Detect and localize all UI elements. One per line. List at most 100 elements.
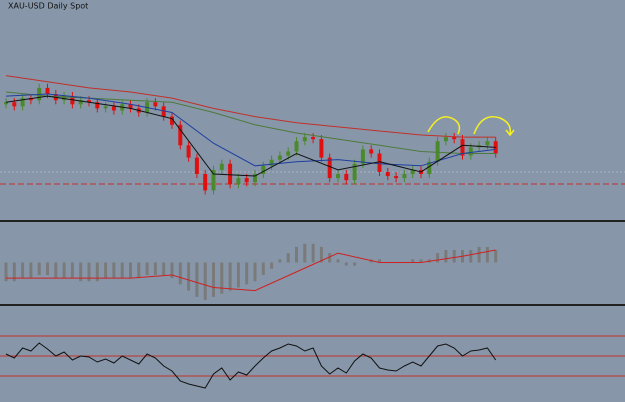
macd-bar <box>303 243 307 263</box>
macd-bar <box>12 262 16 282</box>
macd-bar <box>444 250 448 263</box>
candle-body <box>153 102 158 107</box>
macd-bar <box>228 262 232 291</box>
macd-bar <box>411 259 415 263</box>
macd-bar <box>129 262 132 279</box>
macd-bar <box>336 259 340 263</box>
candle-body <box>45 87 50 95</box>
macd-bar <box>286 253 290 263</box>
macd-bar <box>137 262 141 279</box>
moving-average <box>5 75 496 138</box>
chart-title: XAU-USD Daily Spot <box>8 2 88 11</box>
macd-bar <box>436 253 440 263</box>
candle-body <box>228 163 233 185</box>
macd-bar <box>311 243 315 263</box>
candle-body <box>253 174 257 183</box>
macd-bar <box>62 262 66 279</box>
macd-bar <box>37 262 41 275</box>
macd-bar <box>21 262 25 279</box>
macd-bar <box>469 250 473 263</box>
annotation-arc <box>427 116 461 135</box>
macd-bar <box>54 262 58 279</box>
macd-bar <box>104 262 108 279</box>
moving-average <box>5 95 496 177</box>
candle-body <box>336 174 340 179</box>
candle-body <box>277 155 282 160</box>
macd-bar <box>162 262 166 275</box>
macd-bar <box>145 262 149 275</box>
candle-body <box>111 106 116 111</box>
candle-body <box>352 163 357 181</box>
macd-bar <box>419 259 423 263</box>
macd-bar <box>46 262 49 275</box>
macd-bar <box>29 262 33 279</box>
candle-body <box>344 174 349 181</box>
macd-bar <box>87 262 91 282</box>
candle-body <box>427 161 432 174</box>
candle-body <box>128 104 133 109</box>
macd-bar <box>378 259 381 263</box>
macd-bar <box>203 262 207 300</box>
signal-line <box>6 249 496 292</box>
candle-body <box>369 149 374 154</box>
candle-body <box>170 116 174 125</box>
rsi-line <box>5 342 497 389</box>
macd-bar <box>477 246 481 263</box>
candle-body <box>261 165 266 174</box>
candle-body <box>194 157 199 174</box>
candle-body <box>377 153 382 172</box>
macd-bar <box>261 262 265 275</box>
candle-body <box>28 98 33 101</box>
macd-bar <box>236 262 240 288</box>
candle-body <box>12 102 17 107</box>
candle-body <box>219 163 224 170</box>
candle-body <box>394 176 399 179</box>
candle-body <box>294 141 299 152</box>
macd-bar <box>220 262 224 294</box>
candle-body <box>161 106 166 117</box>
macd-bar <box>112 262 116 279</box>
macd-bar <box>95 262 99 282</box>
macd-bar <box>170 262 174 279</box>
macd-bar <box>353 262 357 266</box>
macd-bar <box>494 250 498 263</box>
candle-body <box>178 124 183 146</box>
candle-body <box>203 174 208 191</box>
candle-body <box>443 137 448 142</box>
candle-body <box>186 145 191 158</box>
candle-body <box>435 141 440 162</box>
candle-body <box>20 98 25 107</box>
macd-bar <box>344 262 348 266</box>
candle-body <box>269 159 274 166</box>
macd-bar <box>319 246 323 263</box>
candle-body <box>485 141 490 146</box>
candle-body <box>460 139 465 156</box>
candle-body <box>4 102 8 105</box>
macd-bar <box>245 262 249 285</box>
candle-body <box>302 137 307 142</box>
candle-body <box>103 106 108 109</box>
macd-bar <box>253 262 257 282</box>
candle-body <box>410 169 415 174</box>
candle-body <box>327 157 332 179</box>
macd-bar <box>4 262 8 282</box>
macd-bar <box>178 262 182 285</box>
macd-bar <box>295 246 298 263</box>
candle-body <box>211 169 216 191</box>
candle-body <box>87 100 91 103</box>
candle-body <box>244 178 249 183</box>
annotation-arrow <box>505 129 515 137</box>
annotation-arc <box>473 116 512 135</box>
candle-body <box>95 102 100 109</box>
candle-body <box>468 147 473 156</box>
candle-body <box>311 137 316 140</box>
macd-bar <box>70 262 74 279</box>
moving-average <box>5 93 496 167</box>
candle-body <box>360 149 365 164</box>
macd-bar <box>278 259 282 263</box>
candle-body <box>78 100 83 105</box>
macd-bar <box>485 246 489 263</box>
macd-bar <box>328 253 332 263</box>
